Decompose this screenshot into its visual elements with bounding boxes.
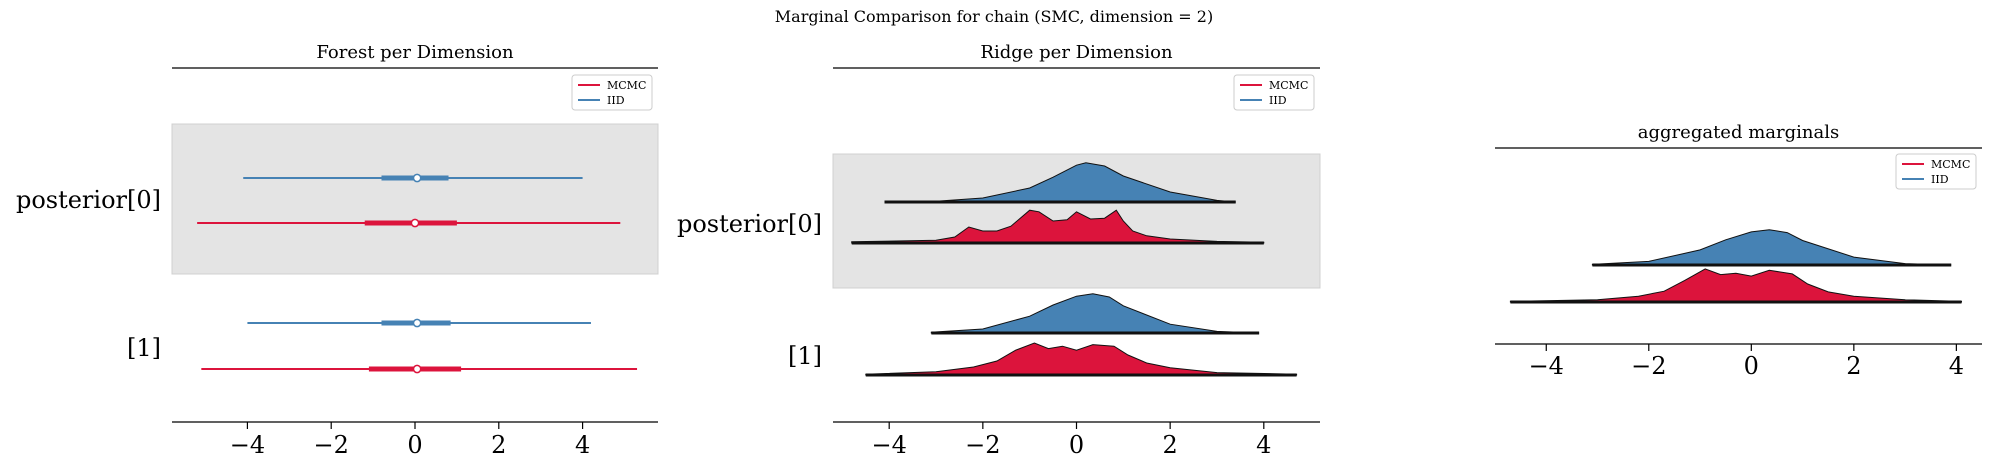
legend-label-mcmc: MCMC: [607, 79, 646, 92]
row-label: posterior[0]: [677, 210, 822, 238]
x-tick-label: −4: [871, 431, 906, 459]
median-point-mcmc: [412, 364, 422, 374]
x-tick-label: −4: [230, 431, 265, 459]
legend-box: [1233, 74, 1315, 111]
panel-title: aggregated marginals: [1638, 122, 1839, 143]
row-label: [1]: [127, 334, 161, 362]
x-tick-label: −4: [1529, 352, 1564, 380]
figure-suptitle: Marginal Comparison for chain (SMC, dime…: [775, 7, 1213, 26]
ridge-density-mcmc: [1509, 268, 1962, 303]
x-tick-label: −2: [1631, 352, 1666, 380]
x-tick-label: −2: [314, 431, 349, 459]
x-tick-label: 4: [1949, 352, 1964, 380]
legend-label-iid: IID: [607, 94, 625, 107]
legend-label-iid: IID: [1931, 173, 1949, 186]
median-point-iid: [412, 173, 422, 183]
x-tick-label: 4: [1256, 431, 1271, 459]
x-tick-label: 2: [1163, 431, 1178, 459]
panel-title: Ridge per Dimension: [980, 42, 1173, 63]
x-tick-label: 0: [1744, 352, 1759, 380]
row-band: [171, 123, 659, 275]
legend-label-iid: IID: [1269, 94, 1287, 107]
x-tick-label: 0: [407, 431, 422, 459]
row-label: posterior[0]: [16, 186, 161, 214]
median-point-iid: [412, 318, 422, 328]
row-label: [1]: [788, 342, 822, 370]
ridge-panel: posterior[0] [1] −4 −2 0 2 4 Ridge per Dimensio…: [677, 42, 1321, 459]
aggregated-panel: −4 −2 0 2 4 aggregated marginals MCMC IID: [1495, 122, 1982, 380]
ridge-density-iid: [1591, 229, 1952, 266]
x-tick-label: 2: [1846, 352, 1861, 380]
ridge-density-iid: [884, 162, 1236, 203]
legend-box: [1895, 153, 1977, 190]
x-tick-label: 0: [1069, 431, 1084, 459]
legend-label-mcmc: MCMC: [1269, 79, 1308, 92]
x-tick-label: 4: [575, 431, 590, 459]
forest-panel: posterior[0] [1] −4 −2 0 2 4 Forest per Dimensi…: [16, 42, 659, 459]
ridge-density-iid: [930, 293, 1260, 334]
legend-label-mcmc: MCMC: [1931, 158, 1970, 171]
panel-title: Forest per Dimension: [316, 42, 514, 63]
x-tick-label: −2: [965, 431, 1000, 459]
median-point-mcmc: [410, 218, 420, 228]
ridge-density-mcmc: [851, 209, 1265, 244]
x-tick-label: 2: [491, 431, 506, 459]
legend-box: [571, 74, 653, 111]
ridge-density-mcmc: [865, 342, 1298, 376]
